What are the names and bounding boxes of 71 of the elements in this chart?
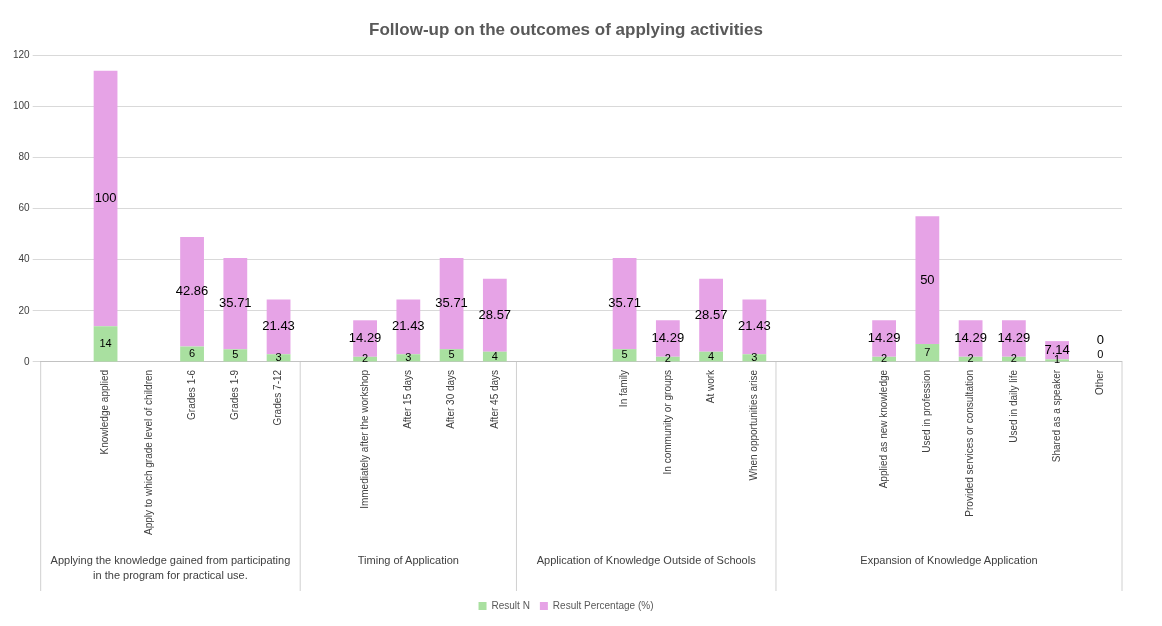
text: Application of Knowledge Outside of Schools bbox=[536, 554, 757, 567]
data-label: 3 bbox=[275, 350, 282, 363]
x-tick-label: Apply to which grade level of children bbox=[142, 369, 154, 535]
y-tick-label: 60 bbox=[18, 202, 31, 214]
x-tick-label: After 15 days bbox=[402, 369, 414, 429]
y-tick-label: 80 bbox=[18, 151, 31, 163]
x-tick-label: Grades 1-9 bbox=[229, 369, 241, 420]
data-label: 28.57 bbox=[694, 306, 728, 322]
bar bbox=[93, 70, 118, 327]
text: Expansion of Knowledge Application bbox=[860, 554, 1038, 567]
data-label: 14.29 bbox=[997, 330, 1031, 346]
x-tick-label: Grades 1-6 bbox=[185, 369, 197, 420]
x-tick-label: Grades 7-12 bbox=[272, 369, 284, 426]
bar bbox=[915, 216, 940, 345]
y-tick-label: 0 bbox=[24, 355, 31, 367]
x-tick-label: Used in profession bbox=[921, 369, 933, 453]
y-tick-label: 20 bbox=[18, 304, 31, 316]
data-label: 5 bbox=[621, 348, 628, 361]
data-label: 2 bbox=[967, 352, 974, 365]
data-label: 14.29 bbox=[867, 330, 901, 346]
y-tick-label: 40 bbox=[18, 253, 31, 265]
x-tick-label: At work bbox=[704, 368, 716, 404]
data-label: 0 bbox=[1096, 332, 1104, 348]
data-label: 14.29 bbox=[348, 330, 382, 346]
data-label: 3 bbox=[751, 350, 758, 363]
data-label: 21.43 bbox=[392, 318, 425, 334]
x-tick-label: When opportunities arise bbox=[748, 369, 760, 481]
data-label: 2 bbox=[362, 352, 369, 365]
data-label: 14.29 bbox=[954, 330, 987, 346]
text: Applying the knowledge gained from participating in the program for practical use. bbox=[50, 554, 291, 582]
data-label: 14 bbox=[99, 336, 112, 349]
x-tick-label: Other bbox=[1094, 369, 1106, 395]
bar bbox=[93, 326, 118, 362]
data-label: 50 bbox=[920, 271, 935, 287]
x-tick-label: After 30 days bbox=[445, 369, 457, 429]
data-label: 35.71 bbox=[219, 295, 252, 311]
data-label: 0 bbox=[1097, 347, 1104, 360]
chart-title: Follow-up on the outcomes of applying activities bbox=[369, 19, 763, 39]
data-label: 2 bbox=[881, 352, 888, 365]
x-tick-label: Applied as new knowledge bbox=[877, 369, 889, 489]
x-tick-label: Provided services or consultation bbox=[964, 369, 976, 517]
x-tick-label: In community or groups bbox=[661, 369, 673, 475]
x-tick-label: Used in daily life bbox=[1007, 369, 1019, 443]
text: Timing of Application bbox=[357, 554, 459, 567]
data-label: 42.86 bbox=[175, 283, 209, 299]
data-label: 28.57 bbox=[478, 306, 512, 322]
data-label: 100 bbox=[94, 190, 117, 206]
x-tick-label: In family bbox=[618, 369, 630, 408]
data-label: 3 bbox=[405, 350, 412, 363]
data-label: 7 bbox=[924, 345, 931, 358]
legend-label: Result N bbox=[491, 599, 530, 611]
data-label: 4 bbox=[708, 349, 715, 362]
data-label: 5 bbox=[448, 348, 455, 361]
y-tick-label: 100 bbox=[13, 100, 31, 112]
y-tick-label: 120 bbox=[13, 49, 31, 61]
data-label: 14.29 bbox=[651, 330, 685, 346]
x-tick-label: Shared as a speaker bbox=[1050, 369, 1062, 463]
data-label: 35.71 bbox=[608, 295, 641, 311]
x-tick-label: Knowledge applied bbox=[99, 369, 111, 455]
data-label: 6 bbox=[189, 347, 196, 360]
data-label: 35.71 bbox=[435, 295, 468, 311]
data-label: 21.43 bbox=[262, 318, 295, 334]
data-label: 21.43 bbox=[738, 318, 771, 334]
data-label: 2 bbox=[664, 352, 671, 365]
x-tick-label: After 45 days bbox=[488, 369, 500, 429]
data-label: 5 bbox=[232, 348, 239, 361]
x-tick-label: Immediately after the workshop bbox=[358, 369, 370, 509]
bar bbox=[915, 344, 940, 362]
data-label: 2 bbox=[1010, 352, 1017, 365]
legend-label: Result Percentage (%) bbox=[552, 599, 654, 611]
data-label: 4 bbox=[491, 349, 498, 362]
